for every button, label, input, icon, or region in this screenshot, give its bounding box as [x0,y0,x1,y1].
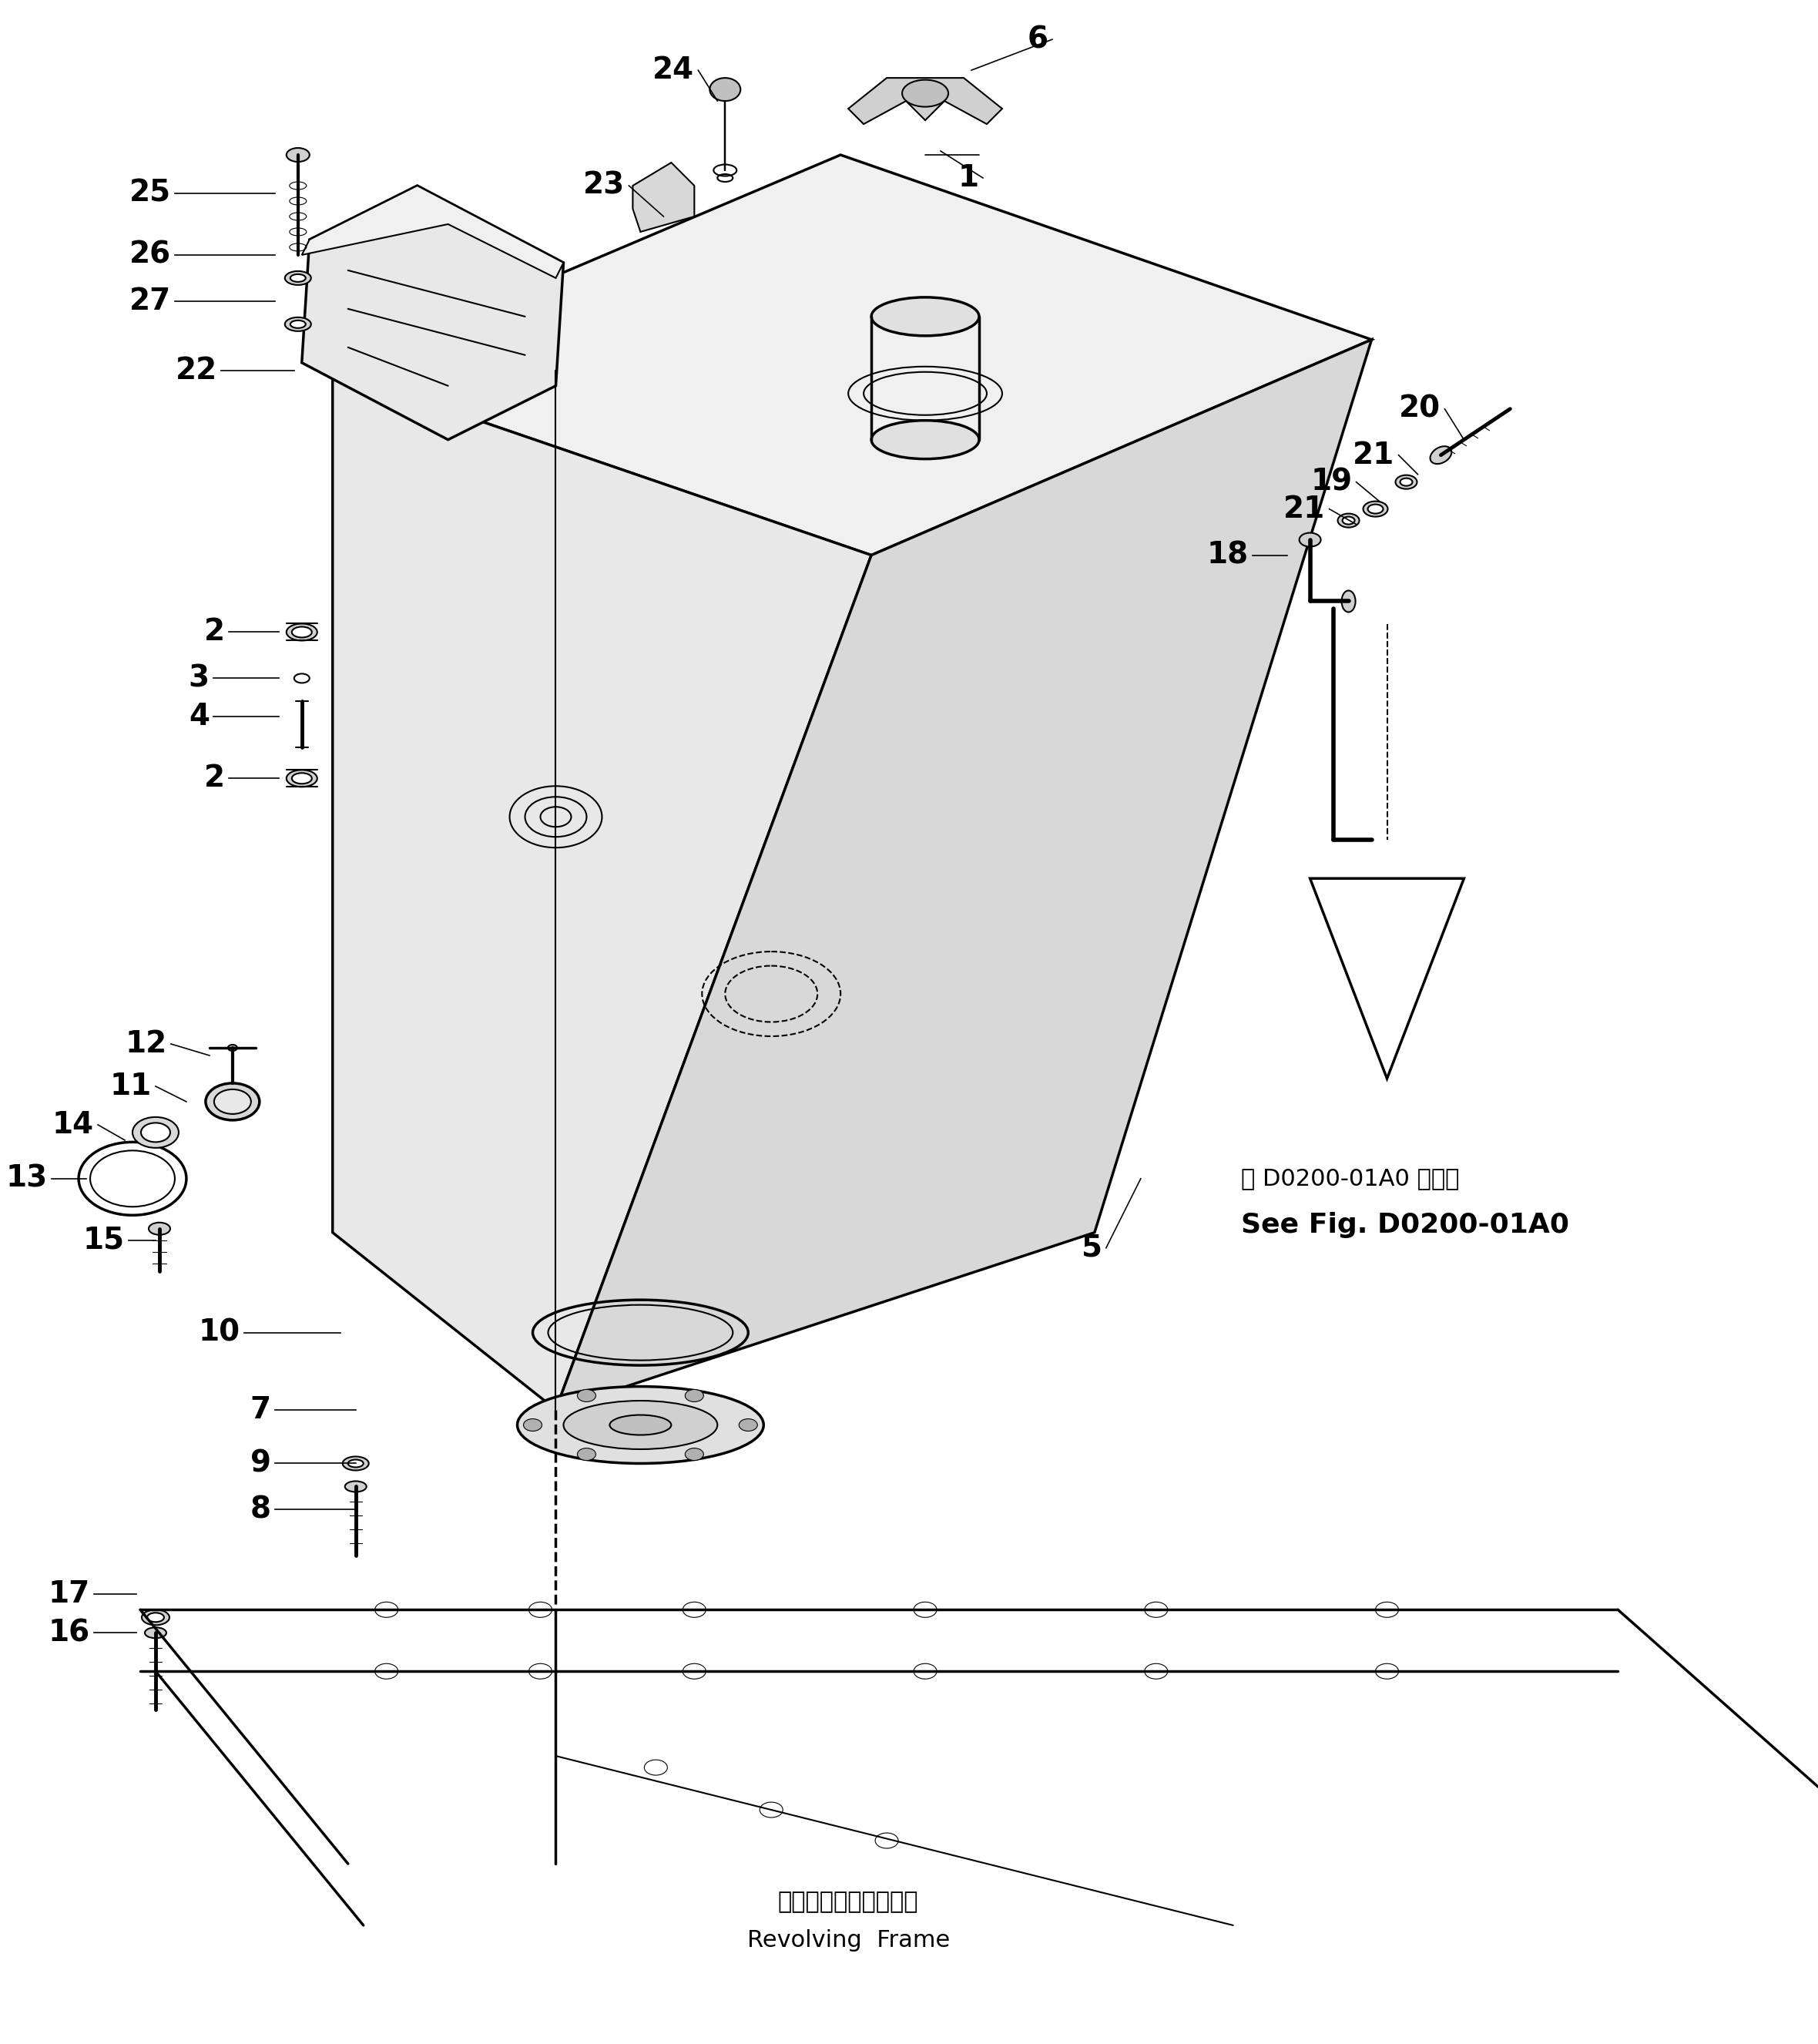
Text: 1: 1 [958,164,980,192]
Ellipse shape [287,147,309,161]
Ellipse shape [578,1447,596,1461]
Ellipse shape [287,771,316,787]
Ellipse shape [1400,478,1413,486]
Ellipse shape [709,78,740,100]
Ellipse shape [149,1222,171,1235]
Polygon shape [302,186,564,439]
Text: 21: 21 [1284,495,1325,523]
Ellipse shape [1342,517,1354,525]
Ellipse shape [133,1118,178,1149]
Text: 23: 23 [584,172,625,200]
Ellipse shape [347,1459,364,1468]
Text: 7: 7 [251,1394,271,1425]
Ellipse shape [342,1457,369,1470]
Text: 22: 22 [175,356,216,384]
Ellipse shape [1396,474,1416,489]
Ellipse shape [287,623,316,640]
Text: 15: 15 [84,1226,125,1255]
Text: 5: 5 [1082,1233,1102,1263]
Text: 4: 4 [189,703,209,732]
Ellipse shape [1431,446,1451,464]
Ellipse shape [609,1414,671,1435]
Ellipse shape [142,1122,171,1143]
Ellipse shape [291,274,305,282]
Ellipse shape [578,1390,596,1402]
Text: 13: 13 [5,1163,47,1194]
Text: 17: 17 [49,1580,91,1609]
Text: 6: 6 [1027,25,1049,53]
Text: 12: 12 [125,1030,167,1059]
Text: 14: 14 [53,1110,95,1139]
Ellipse shape [147,1613,164,1623]
Text: 24: 24 [653,55,694,86]
Text: Revolving  Frame: Revolving Frame [747,1930,949,1952]
Ellipse shape [871,296,980,335]
Polygon shape [633,164,694,231]
Polygon shape [333,370,871,1410]
Polygon shape [333,155,1371,556]
Text: 9: 9 [251,1449,271,1478]
Ellipse shape [293,773,313,783]
Ellipse shape [1367,505,1383,513]
Ellipse shape [285,317,311,331]
Text: 26: 26 [129,241,171,270]
Text: 25: 25 [129,178,171,208]
Ellipse shape [685,1390,704,1402]
Ellipse shape [524,1419,542,1431]
Ellipse shape [142,1611,169,1625]
Ellipse shape [1364,501,1387,517]
Ellipse shape [285,272,311,284]
Text: 21: 21 [1353,439,1394,470]
Ellipse shape [1342,591,1356,611]
Text: See Fig. D0200-01A0: See Fig. D0200-01A0 [1240,1212,1569,1239]
Ellipse shape [902,80,949,106]
Text: 第 D0200-01A0 図参照: 第 D0200-01A0 図参照 [1240,1167,1460,1190]
Text: 10: 10 [198,1318,240,1347]
Ellipse shape [293,628,313,638]
Ellipse shape [227,1044,236,1051]
Text: レボルビングフレーム: レボルビングフレーム [778,1891,918,1913]
Ellipse shape [215,1089,251,1114]
Text: 11: 11 [109,1071,151,1102]
Ellipse shape [738,1419,758,1431]
Text: 19: 19 [1311,468,1353,497]
Text: 18: 18 [1207,540,1249,570]
Text: 27: 27 [129,286,171,315]
Text: 3: 3 [189,664,209,693]
Polygon shape [849,78,1002,125]
Text: 8: 8 [251,1494,271,1525]
Text: 2: 2 [204,764,225,793]
Ellipse shape [145,1627,167,1637]
Polygon shape [556,339,1371,1410]
Text: 20: 20 [1400,394,1442,423]
Text: 2: 2 [204,617,225,646]
Ellipse shape [291,321,305,329]
Ellipse shape [518,1386,764,1464]
Ellipse shape [1300,533,1322,546]
Ellipse shape [1338,513,1360,527]
Polygon shape [302,186,564,278]
Ellipse shape [564,1400,718,1449]
Ellipse shape [205,1083,260,1120]
Ellipse shape [871,421,980,460]
Ellipse shape [685,1447,704,1461]
Text: 16: 16 [49,1619,91,1647]
Ellipse shape [345,1482,367,1492]
